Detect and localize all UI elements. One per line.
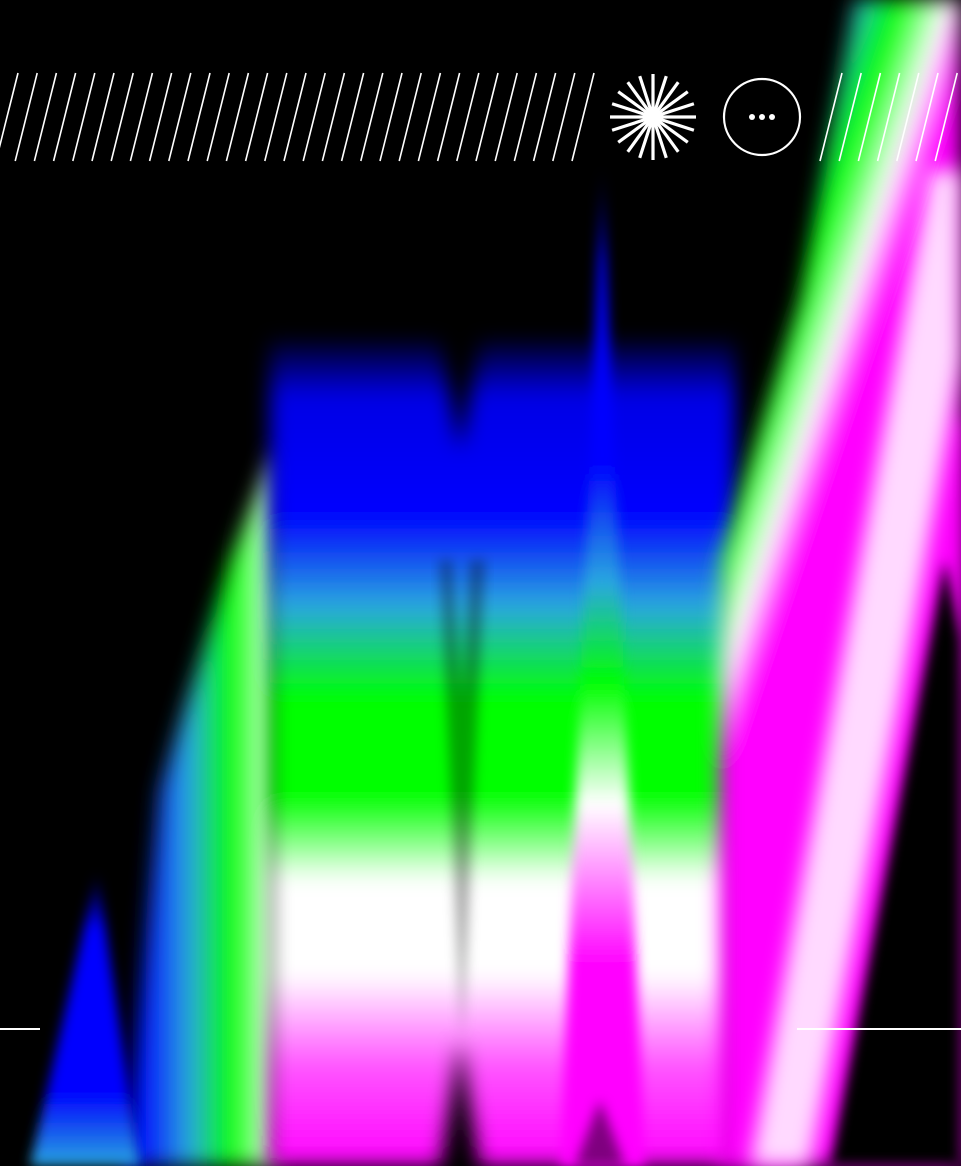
stripe-line (264, 72, 288, 162)
stripe-line (302, 72, 326, 162)
stripe-line (14, 72, 38, 162)
stripe-line (934, 72, 958, 162)
stripe-line (321, 72, 346, 162)
stripe-line (168, 72, 192, 162)
tall-spike (560, 165, 645, 1166)
stripe-line (915, 72, 939, 162)
stripe-line (187, 72, 211, 162)
stripe-line (379, 72, 403, 162)
stripe-line (838, 72, 862, 162)
stripe-line (225, 72, 250, 162)
stripe-line (857, 72, 882, 162)
stripe-line (552, 72, 576, 162)
stripe-line (819, 72, 843, 162)
stripe-line (283, 72, 307, 162)
stripe-pattern-right (819, 72, 958, 162)
stripe-line (340, 72, 365, 162)
stripe-line (876, 72, 901, 162)
stripe-line (896, 72, 920, 162)
stripe-line (436, 72, 461, 162)
stripe-line (0, 72, 19, 149)
stripe-line (244, 72, 269, 162)
stripe-line (91, 72, 115, 162)
stripe-line (360, 72, 384, 162)
stripe-line (532, 72, 557, 162)
stripe-line (513, 72, 538, 162)
right-dark-cutout (830, 560, 961, 1166)
stripe-pattern-left (0, 72, 595, 162)
stripe-line (456, 72, 480, 162)
stripe-line (110, 72, 134, 162)
stripe-line (475, 72, 499, 162)
stripe-line (72, 72, 96, 162)
stripe-line (494, 72, 518, 162)
stripe-line (129, 72, 154, 162)
more-options-icon[interactable] (722, 77, 802, 157)
central-plateau (270, 340, 735, 1166)
stripe-line (398, 72, 422, 162)
left-rising-band (125, 450, 275, 1166)
starburst-icon[interactable] (609, 73, 697, 161)
starburst-center (644, 108, 662, 126)
stripe-line (417, 72, 442, 162)
stripe-line (571, 72, 595, 162)
right-white-peak (750, 170, 961, 1166)
bottom-shadow (575, 1100, 625, 1166)
stripe-line (148, 72, 173, 162)
center-notch (440, 560, 485, 1040)
stripe-line (33, 72, 58, 162)
stripe-line (206, 72, 230, 162)
stripe-line (52, 72, 77, 162)
small-left-spike (30, 870, 140, 1166)
